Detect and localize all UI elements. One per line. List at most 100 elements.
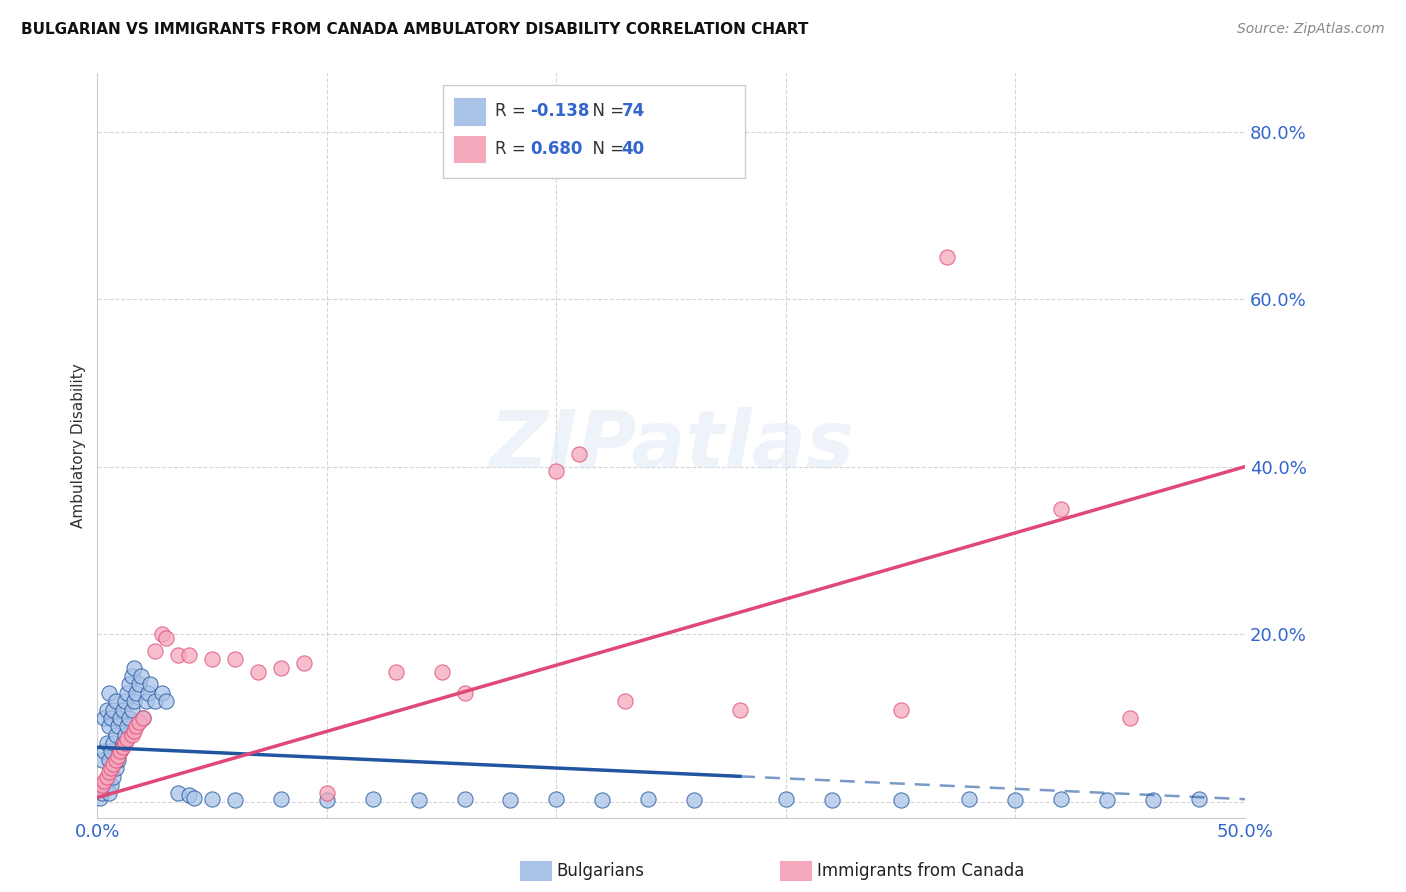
Point	[224, 793, 246, 807]
Point	[100, 761, 122, 775]
Point	[104, 728, 127, 742]
Point	[1050, 501, 1073, 516]
Point	[110, 711, 132, 725]
Point	[115, 731, 138, 746]
Point	[179, 648, 201, 662]
Point	[150, 686, 173, 700]
Text: ZIPatlas: ZIPatlas	[489, 407, 853, 484]
Point	[1188, 792, 1211, 806]
Point	[100, 711, 122, 725]
Point	[97, 765, 120, 780]
Point	[97, 686, 120, 700]
Point	[111, 736, 134, 750]
Point	[135, 694, 157, 708]
Point	[96, 778, 118, 792]
Point	[111, 740, 134, 755]
Point	[122, 694, 145, 708]
Point	[97, 753, 120, 767]
Point	[93, 782, 115, 797]
Point	[103, 736, 125, 750]
Point	[591, 793, 613, 807]
Point	[118, 711, 141, 725]
Point	[959, 792, 981, 806]
Point	[89, 790, 111, 805]
Point	[104, 753, 127, 767]
Point	[1095, 793, 1118, 807]
Point	[430, 665, 453, 679]
Point	[270, 792, 292, 806]
Point	[683, 793, 706, 807]
Point	[1142, 793, 1164, 807]
Text: N =: N =	[582, 102, 630, 120]
Text: Source: ZipAtlas.com: Source: ZipAtlas.com	[1237, 22, 1385, 37]
Point	[96, 736, 118, 750]
Point	[121, 702, 143, 716]
Point	[143, 644, 166, 658]
Point	[499, 793, 522, 807]
Point	[91, 786, 114, 800]
Point	[121, 728, 143, 742]
Text: -0.138: -0.138	[530, 102, 589, 120]
Point	[110, 744, 132, 758]
Point	[118, 677, 141, 691]
Point	[107, 748, 129, 763]
Point	[136, 686, 159, 700]
Point	[125, 719, 148, 733]
Point	[315, 793, 337, 807]
Text: 74: 74	[621, 102, 645, 120]
Point	[143, 694, 166, 708]
Point	[132, 711, 155, 725]
Point	[103, 757, 125, 772]
Point	[100, 744, 122, 758]
Point	[201, 792, 224, 806]
Point	[93, 711, 115, 725]
Point	[637, 792, 659, 806]
Text: N =: N =	[582, 140, 630, 158]
Point	[292, 657, 315, 671]
Point	[103, 702, 125, 716]
Point	[103, 770, 125, 784]
Point	[107, 719, 129, 733]
Point	[890, 793, 912, 807]
Point	[96, 702, 118, 716]
Point	[132, 711, 155, 725]
Point	[270, 661, 292, 675]
Point	[125, 686, 148, 700]
Point	[114, 728, 136, 742]
Point	[128, 677, 150, 691]
Point	[122, 723, 145, 738]
Point	[1004, 793, 1026, 807]
Text: Immigrants from Canada: Immigrants from Canada	[817, 862, 1024, 880]
Point	[107, 753, 129, 767]
Point	[183, 790, 205, 805]
Point	[128, 715, 150, 730]
Point	[93, 773, 115, 788]
Point	[100, 778, 122, 792]
Point	[179, 788, 201, 802]
Y-axis label: Ambulatory Disability: Ambulatory Disability	[72, 363, 86, 528]
Point	[150, 627, 173, 641]
Point	[114, 736, 136, 750]
Point	[91, 753, 114, 767]
Point	[93, 744, 115, 758]
Point	[315, 786, 337, 800]
Point	[166, 786, 188, 800]
Point	[568, 447, 591, 461]
Point	[155, 632, 177, 646]
Point	[546, 792, 568, 806]
Text: R =: R =	[495, 102, 531, 120]
Point	[1119, 711, 1142, 725]
Point	[453, 792, 475, 806]
Text: Bulgarians: Bulgarians	[557, 862, 645, 880]
Point	[166, 648, 188, 662]
Point	[115, 686, 138, 700]
Point	[453, 686, 475, 700]
Point	[139, 677, 162, 691]
Point	[110, 744, 132, 758]
Point	[408, 793, 430, 807]
Point	[97, 719, 120, 733]
Point	[890, 702, 912, 716]
Text: 0.680: 0.680	[530, 140, 582, 158]
Point	[129, 669, 152, 683]
Point	[97, 786, 120, 800]
